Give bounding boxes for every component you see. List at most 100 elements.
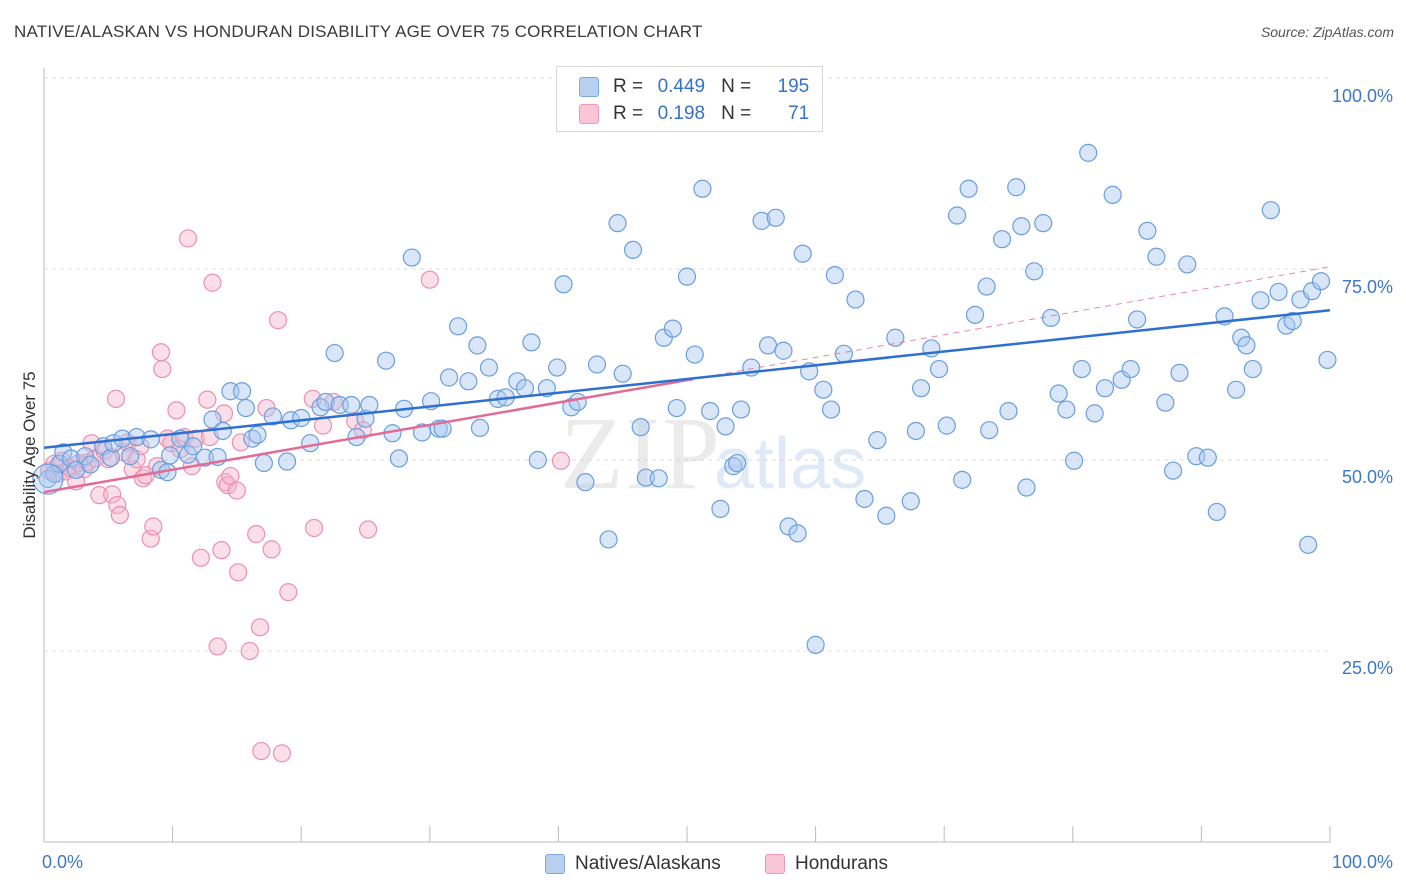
native-point (758, 336, 778, 355)
native-point (868, 431, 887, 450)
native-point (195, 448, 214, 467)
native-point (613, 364, 632, 383)
native-point (203, 410, 222, 429)
native-point (548, 358, 567, 377)
native-point (947, 206, 967, 225)
native-point (1299, 535, 1318, 554)
series-legend: Natives/Alaskans Hondurans (0, 851, 1406, 877)
native-point (468, 336, 487, 355)
native-point (667, 398, 686, 418)
native-point (576, 473, 595, 492)
native-point (886, 328, 905, 347)
legend-row-hondurans: R = 0.198 N = 71 (579, 101, 809, 127)
native-point (953, 470, 972, 489)
honduran-point (262, 540, 281, 559)
native-point (508, 372, 527, 391)
native-point (716, 417, 735, 436)
native-point (663, 319, 682, 338)
source-label: Source: ZipAtlas.com (1260, 24, 1394, 40)
native-point (67, 460, 86, 480)
native-point (677, 267, 697, 286)
native-point (793, 244, 812, 263)
native-point (1127, 310, 1147, 329)
y-axis-label: Disability Age Over 75 (20, 371, 39, 539)
honduran-point (214, 404, 234, 423)
native-point (439, 368, 459, 387)
native-point (254, 453, 274, 473)
hondurans-swatch (765, 854, 785, 874)
honduran-point (106, 389, 126, 408)
native-point (992, 230, 1012, 249)
native-point (1049, 384, 1068, 403)
native-point (325, 343, 344, 363)
native-point (376, 351, 396, 370)
native-point (1034, 214, 1053, 233)
native-point (901, 492, 920, 511)
honduran-point (198, 390, 217, 409)
native-point (479, 358, 499, 377)
legend-label-hondurans: Hondurans (795, 853, 888, 874)
native-point (693, 179, 712, 198)
honduran-point (110, 505, 129, 525)
native-point (301, 434, 320, 453)
native-point (911, 379, 931, 398)
native-point (316, 392, 335, 412)
honduran-point (551, 451, 571, 470)
native-point (825, 266, 844, 285)
r-value: 0.449 (657, 76, 706, 97)
native-point (1187, 447, 1206, 466)
native-point (1311, 272, 1331, 291)
native-point (459, 372, 478, 391)
native-point (263, 407, 283, 426)
native-point (389, 449, 409, 468)
native-point (814, 380, 833, 399)
native-point (1064, 451, 1084, 470)
native-point (1103, 185, 1122, 204)
honduran-point (358, 520, 378, 539)
honduran-point (191, 548, 210, 567)
honduran-point (272, 744, 292, 763)
r-label: R = (613, 103, 644, 124)
native-point (1302, 282, 1322, 301)
honduran-point (167, 401, 186, 420)
correlation-legend: R = 0.449 N = 195 R = 0.198 N = 71 (556, 66, 823, 132)
honduran-point (144, 517, 163, 536)
native-point (1095, 379, 1115, 398)
native-point (277, 452, 297, 471)
legend-row-natives: R = 0.449 N = 195 (579, 74, 809, 100)
native-point (1121, 359, 1140, 379)
n-value: 195 (777, 76, 810, 97)
honduran-point (229, 563, 248, 582)
native-point (636, 468, 655, 487)
r-label: R = (613, 76, 644, 97)
native-point (236, 398, 256, 418)
natives-swatch (545, 854, 565, 874)
native-point (1283, 311, 1302, 331)
n-value: 71 (788, 103, 810, 124)
native-point (1007, 178, 1026, 197)
honduran-point (231, 433, 250, 452)
honduran-point (353, 421, 373, 440)
honduran-point (90, 486, 109, 505)
honduran-point (250, 618, 270, 637)
native-point (685, 345, 704, 364)
honduran-point (420, 270, 439, 289)
native-point (1041, 308, 1061, 327)
native-point (1170, 363, 1189, 383)
native-point (1147, 247, 1166, 266)
native-point (1164, 461, 1183, 480)
chart-title: NATIVE/ALASKAN VS HONDURAN DISABILITY AG… (14, 22, 703, 41)
watermark-atlas: atlas (714, 424, 866, 504)
native-point (623, 240, 643, 259)
native-point (101, 448, 120, 467)
honduran-point (252, 741, 271, 761)
native-point (1237, 336, 1256, 355)
native-point (568, 392, 587, 412)
native-point (248, 425, 267, 444)
native-point (311, 398, 330, 417)
native-point (448, 317, 468, 336)
native-point (342, 395, 361, 415)
legend-item-hondurans: Hondurans (765, 853, 888, 875)
native-point (141, 430, 160, 449)
